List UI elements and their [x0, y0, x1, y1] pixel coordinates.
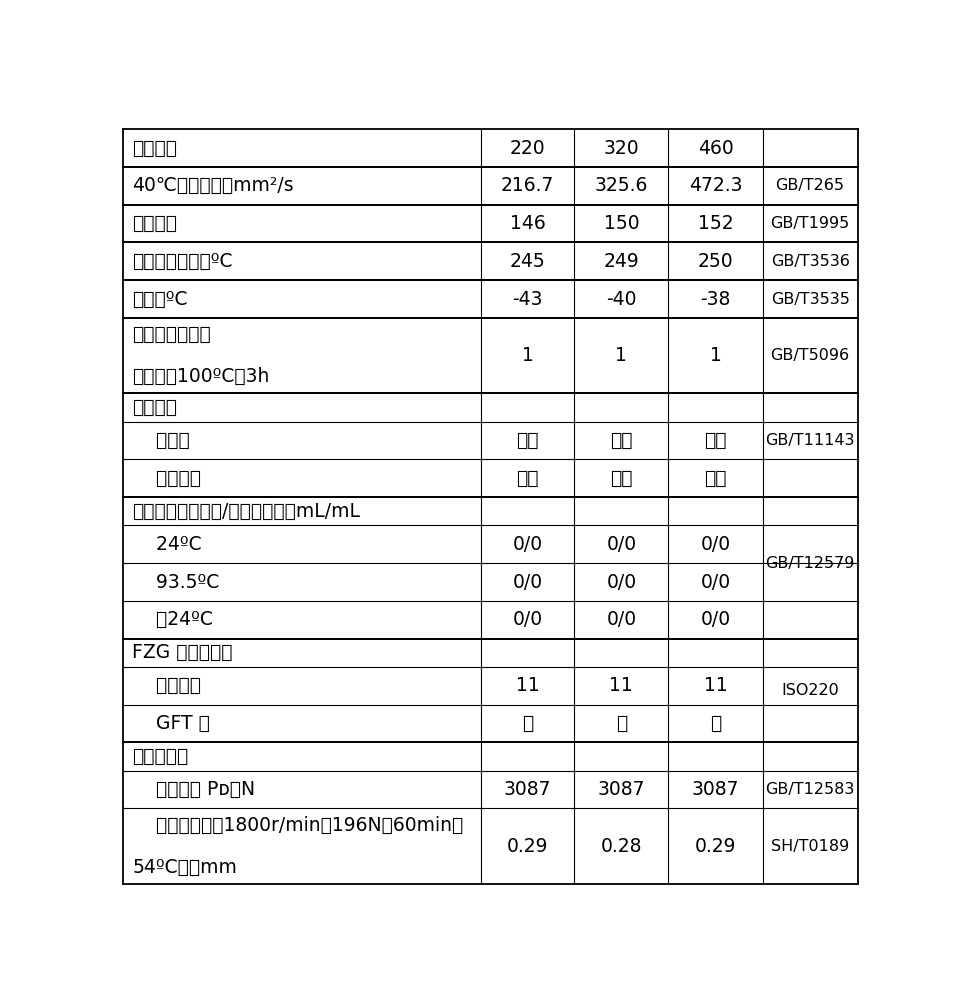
Text: 0/0: 0/0: [513, 535, 543, 554]
Text: 220: 220: [510, 139, 545, 158]
Text: 249: 249: [604, 252, 639, 271]
Text: SH/T0189: SH/T0189: [771, 839, 849, 854]
Text: 无锈: 无锈: [516, 469, 539, 488]
Text: 0.29: 0.29: [695, 837, 736, 856]
Text: 闪点（开口），ºC: 闪点（开口），ºC: [132, 252, 233, 271]
Text: 245: 245: [510, 252, 545, 271]
Text: 高: 高: [522, 714, 533, 733]
Text: 472.3: 472.3: [689, 176, 743, 195]
Text: 倾点，ºC: 倾点，ºC: [132, 290, 188, 309]
Text: 无锈: 无锈: [611, 431, 633, 450]
Text: 液相锈蚀: 液相锈蚀: [132, 398, 177, 417]
Text: GB/T1995: GB/T1995: [770, 216, 850, 231]
Text: -38: -38: [701, 290, 731, 309]
Text: 粘度等级: 粘度等级: [132, 139, 177, 158]
Text: GB/T3536: GB/T3536: [770, 254, 850, 269]
Text: -40: -40: [606, 290, 636, 309]
Text: 无锈: 无锈: [611, 469, 633, 488]
Text: 0/0: 0/0: [607, 535, 636, 554]
Text: 1: 1: [522, 346, 533, 365]
Text: 腐蚀试验，级，: 腐蚀试验，级，: [132, 325, 211, 344]
Text: 0/0: 0/0: [701, 610, 730, 629]
Text: 蒸馏水: 蒸馏水: [132, 431, 190, 450]
Text: 3087: 3087: [692, 780, 740, 799]
Text: GB/T11143: GB/T11143: [766, 433, 855, 448]
Text: 后24ºC: 后24ºC: [132, 610, 213, 629]
Text: 3087: 3087: [597, 780, 645, 799]
Text: 无锈: 无锈: [704, 431, 726, 450]
Text: 高: 高: [710, 714, 722, 733]
Text: 0/0: 0/0: [513, 573, 543, 592]
Text: 0/0: 0/0: [701, 573, 730, 592]
Text: 1: 1: [615, 346, 627, 365]
Text: 24ºC: 24ºC: [132, 535, 202, 554]
Text: 0.28: 0.28: [601, 837, 642, 856]
Text: GB/T3535: GB/T3535: [770, 292, 850, 307]
Text: 11: 11: [516, 676, 540, 695]
Text: GFT 级: GFT 级: [132, 714, 211, 733]
Text: 0/0: 0/0: [513, 610, 543, 629]
Text: -43: -43: [512, 290, 543, 309]
Text: 烧结负荷 Pᴅ，N: 烧结负荷 Pᴅ，N: [132, 780, 256, 799]
Text: 0/0: 0/0: [701, 535, 730, 554]
Text: GB/T5096: GB/T5096: [770, 348, 850, 363]
Text: 无锈: 无锈: [516, 431, 539, 450]
Text: 实效级数: 实效级数: [132, 676, 201, 695]
Text: 320: 320: [604, 139, 639, 158]
Text: 磨斑直径，（1800r/min，196N，60min，: 磨斑直径，（1800r/min，196N，60min，: [132, 815, 463, 834]
Text: （铜片）100ºC，3h: （铜片）100ºC，3h: [132, 367, 270, 386]
Text: 146: 146: [510, 214, 545, 233]
Text: 0/0: 0/0: [607, 573, 636, 592]
Text: ISO220: ISO220: [781, 683, 839, 698]
Text: 152: 152: [698, 214, 733, 233]
Text: GB/T265: GB/T265: [775, 178, 845, 193]
Text: 325.6: 325.6: [594, 176, 648, 195]
Text: 460: 460: [698, 139, 733, 158]
Text: 3087: 3087: [503, 780, 551, 799]
Text: 人工海水: 人工海水: [132, 469, 201, 488]
Text: 11: 11: [610, 676, 634, 695]
Text: 54ºC），mm: 54ºC），mm: [132, 858, 237, 877]
Text: GB/T12579: GB/T12579: [766, 556, 855, 571]
Text: 250: 250: [698, 252, 733, 271]
Text: 泡沫性（泡沫倾向/泡沫稳定性）mL/mL: 泡沫性（泡沫倾向/泡沫稳定性）mL/mL: [132, 502, 360, 521]
Text: FZG 微点蚀试验: FZG 微点蚀试验: [132, 643, 233, 662]
Text: 0/0: 0/0: [607, 610, 636, 629]
Text: 粘度指数: 粘度指数: [132, 214, 177, 233]
Text: 11: 11: [703, 676, 727, 695]
Text: 无锈: 无锈: [704, 469, 726, 488]
Text: 40℃运动粘度，mm²/s: 40℃运动粘度，mm²/s: [132, 176, 294, 195]
Text: 四球机试验: 四球机试验: [132, 747, 189, 766]
Text: 93.5ºC: 93.5ºC: [132, 573, 219, 592]
Text: 0.29: 0.29: [507, 837, 548, 856]
Text: 1: 1: [710, 346, 722, 365]
Text: 150: 150: [604, 214, 639, 233]
Text: GB/T12583: GB/T12583: [766, 782, 855, 797]
Text: 高: 高: [615, 714, 627, 733]
Text: 216.7: 216.7: [501, 176, 554, 195]
